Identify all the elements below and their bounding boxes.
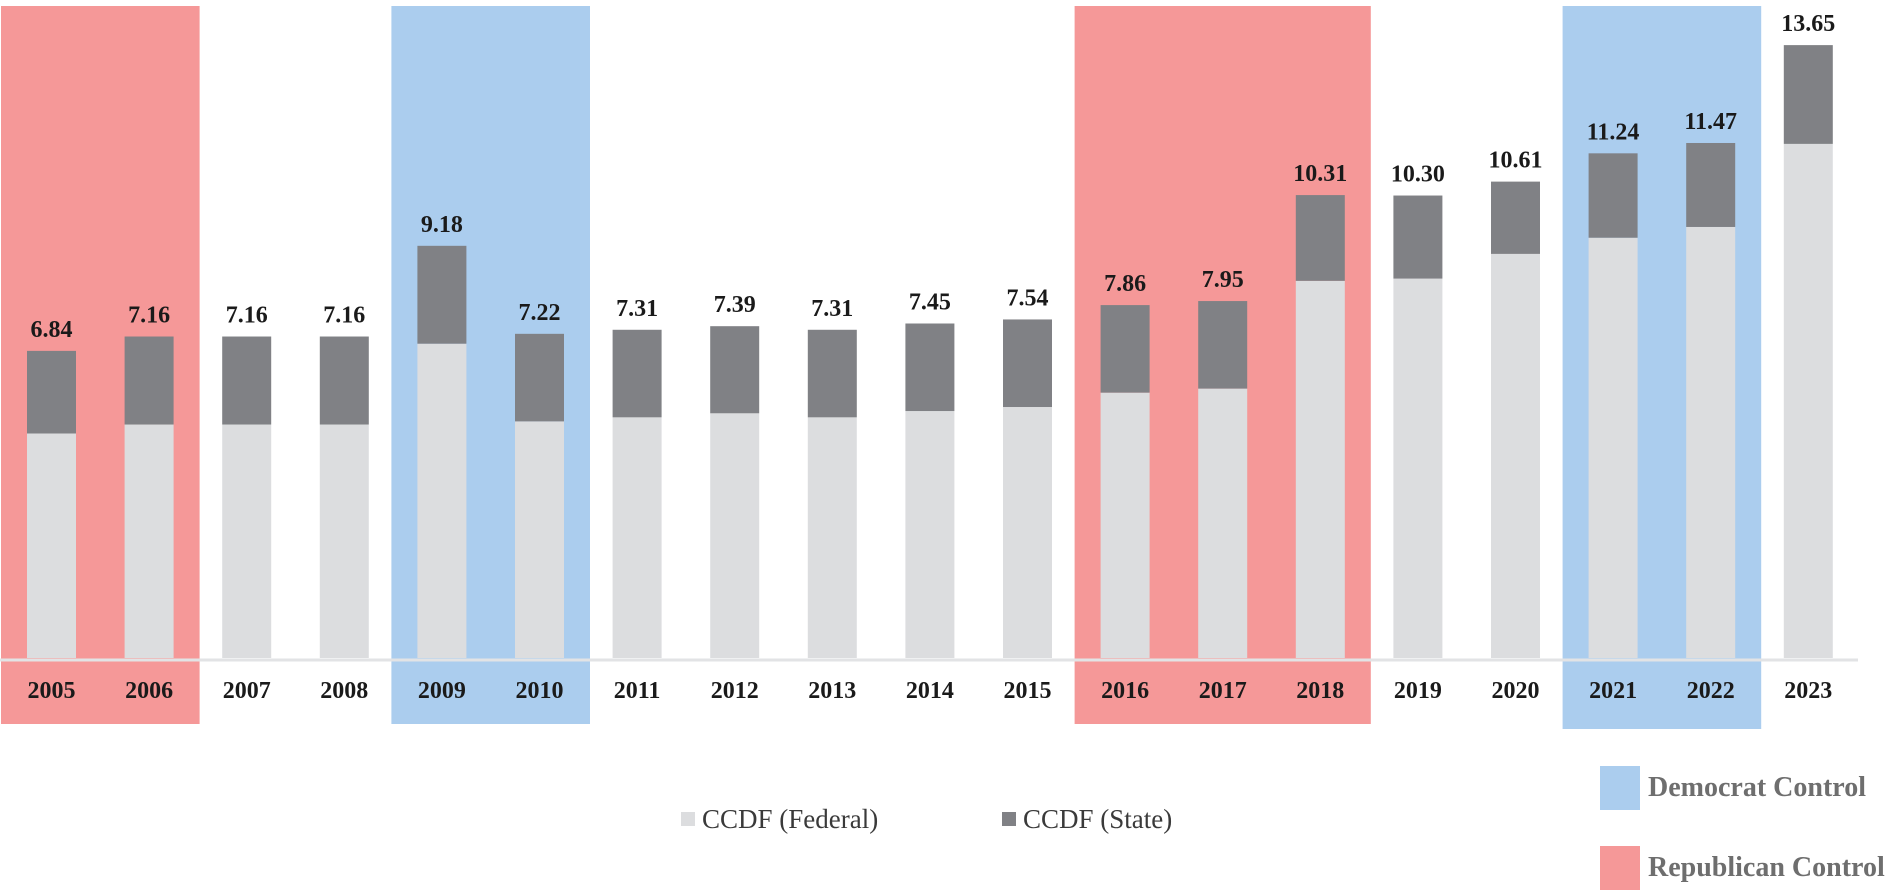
bar-state-2020 <box>1491 181 1540 254</box>
legend-swatch-republican <box>1600 846 1640 890</box>
bar-federal-2017 <box>1198 388 1248 658</box>
year-label-2016: 2016 <box>1101 678 1149 704</box>
party-legend: Democrat Control Republican Control <box>1600 766 1885 890</box>
bar-state-2008 <box>319 336 369 425</box>
bar-state-2013 <box>807 329 857 418</box>
bar-federal-2019 <box>1393 278 1443 658</box>
bar-federal-2007 <box>222 424 272 658</box>
total-label-2016: 7.86 <box>1104 271 1146 297</box>
bar-federal-2005 <box>27 433 76 658</box>
bar-federal-2021 <box>1588 237 1638 658</box>
bar-state-2014 <box>905 323 955 412</box>
bar-state-2016 <box>1100 305 1150 393</box>
total-label-2008: 7.16 <box>323 303 365 329</box>
bar-federal-2014 <box>905 411 955 658</box>
legend-swatch-democrat <box>1600 766 1640 810</box>
total-label-2022: 11.47 <box>1684 109 1737 135</box>
year-label-2007: 2007 <box>223 678 271 704</box>
bar-state-2009 <box>417 245 467 344</box>
year-label-2008: 2008 <box>320 678 368 704</box>
bar-state-2018 <box>1295 195 1345 281</box>
total-label-2013: 7.31 <box>811 296 853 322</box>
total-label-2009: 9.18 <box>421 212 463 238</box>
bar-federal-2011 <box>612 417 662 658</box>
year-label-2020: 2020 <box>1492 678 1540 704</box>
legend-label-democrat: Democrat Control <box>1648 772 1866 803</box>
total-labels: 6.84 7.16 7.16 7.16 9.18 7.22 7.31 7.39 7.31 7.45… <box>31 11 1836 343</box>
year-label-2006: 2006 <box>125 678 173 704</box>
bar-state-2011 <box>612 329 662 418</box>
year-label-2022: 2022 <box>1687 678 1735 704</box>
total-label-2021: 11.24 <box>1587 119 1640 145</box>
year-label-2021: 2021 <box>1589 678 1637 704</box>
year-label-2014: 2014 <box>906 678 954 704</box>
bar-federal-2008 <box>319 424 369 658</box>
bar-state-2019 <box>1393 195 1443 279</box>
x-tick-labels: 2005 2006 2007 2008 2009 2010 2011 2012 2013 2014… <box>28 678 1833 704</box>
legend-label-federal: CCDF (Federal) <box>702 804 878 834</box>
bar-federal-2013 <box>807 417 857 658</box>
bar-state-2015 <box>1003 319 1052 408</box>
bar-state-2023 <box>1783 45 1833 144</box>
bar-federal-2010 <box>515 421 564 658</box>
total-label-2015: 7.54 <box>1007 285 1049 311</box>
year-label-2018: 2018 <box>1296 678 1344 704</box>
total-label-2014: 7.45 <box>909 289 951 315</box>
year-label-2009: 2009 <box>418 678 466 704</box>
bar-state-2021 <box>1588 153 1638 238</box>
year-label-2010: 2010 <box>516 678 564 704</box>
total-label-2006: 7.16 <box>128 303 170 329</box>
bar-federal-2022 <box>1686 226 1736 658</box>
year-label-2015: 2015 <box>1004 678 1052 704</box>
bar-state-2012 <box>710 326 760 414</box>
bar-federal-2006 <box>124 424 174 658</box>
total-label-2007: 7.16 <box>226 303 268 329</box>
legend-swatch-federal <box>681 812 695 826</box>
year-label-2019: 2019 <box>1394 678 1442 704</box>
bar-state-2010 <box>515 333 564 422</box>
year-label-2005: 2005 <box>28 678 76 704</box>
total-label-2010: 7.22 <box>519 300 561 326</box>
bar-federal-2015 <box>1003 407 1052 658</box>
total-label-2011: 7.31 <box>616 296 658 322</box>
total-label-2012: 7.39 <box>714 292 756 318</box>
year-label-2012: 2012 <box>711 678 759 704</box>
legend-label-state: CCDF (State) <box>1023 804 1172 834</box>
series-legend: CCDF (Federal) CCDF (State) <box>681 804 1172 834</box>
total-label-2018: 10.31 <box>1293 161 1347 187</box>
legend-label-republican: Republican Control <box>1648 852 1885 883</box>
bars <box>27 45 1833 658</box>
bar-federal-2018 <box>1295 280 1345 658</box>
bar-federal-2023 <box>1783 143 1833 658</box>
year-label-2017: 2017 <box>1199 678 1247 704</box>
bar-state-2007 <box>222 336 272 425</box>
legend-swatch-state <box>1002 812 1016 826</box>
bar-state-2006 <box>124 336 174 425</box>
bar-state-2005 <box>27 350 76 434</box>
bar-federal-2020 <box>1491 253 1540 658</box>
total-label-2020: 10.61 <box>1489 148 1543 174</box>
bar-state-2022 <box>1686 142 1736 227</box>
bar-federal-2009 <box>417 343 467 658</box>
total-label-2005: 6.84 <box>31 317 73 343</box>
total-label-2019: 10.30 <box>1391 162 1445 188</box>
total-label-2023: 13.65 <box>1781 11 1835 37</box>
bar-federal-2012 <box>710 413 760 658</box>
total-label-2017: 7.95 <box>1202 267 1244 293</box>
bar-federal-2016 <box>1100 392 1150 658</box>
year-label-2023: 2023 <box>1784 678 1832 704</box>
bar-state-2017 <box>1198 301 1248 389</box>
year-label-2013: 2013 <box>808 678 856 704</box>
year-label-2011: 2011 <box>614 678 661 704</box>
